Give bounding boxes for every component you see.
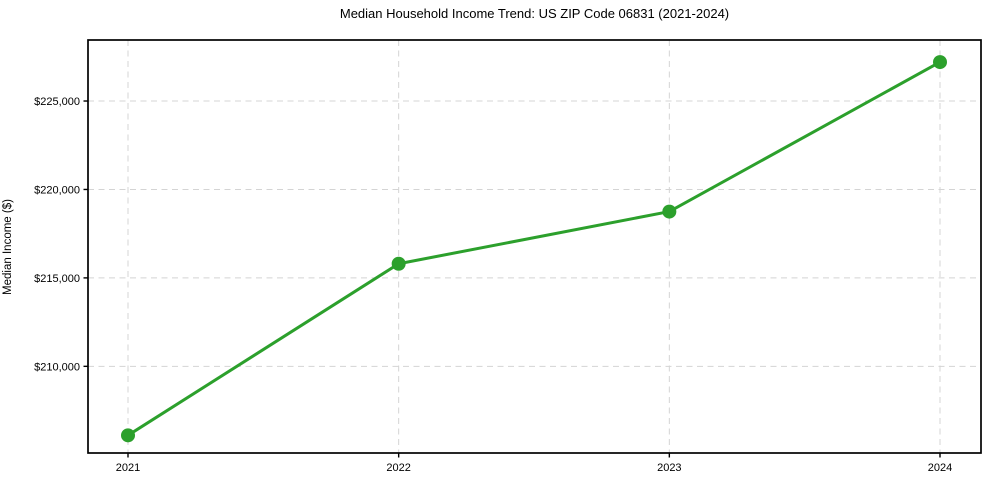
- trend-line: [126, 60, 942, 437]
- y-tick-label: $210,000: [34, 361, 80, 373]
- data-point-2022: [391, 256, 406, 271]
- plot-border: [87, 39, 982, 454]
- y-tick-label: $225,000: [34, 96, 80, 108]
- x-tick-label: 2021: [116, 462, 140, 474]
- x-tick-label: 2022: [386, 462, 410, 474]
- chart-title: Median Household Income Trend: US ZIP Co…: [339, 6, 730, 21]
- y-tick-label: $215,000: [34, 273, 80, 285]
- data-point-2024: [933, 55, 947, 70]
- y-tick-label: $220,000: [34, 184, 80, 196]
- data-point-2021: [121, 428, 135, 443]
- data-point-2023: [662, 204, 677, 219]
- x-tick-label: 2023: [657, 462, 681, 474]
- x-tick-label: 2024: [928, 462, 952, 474]
